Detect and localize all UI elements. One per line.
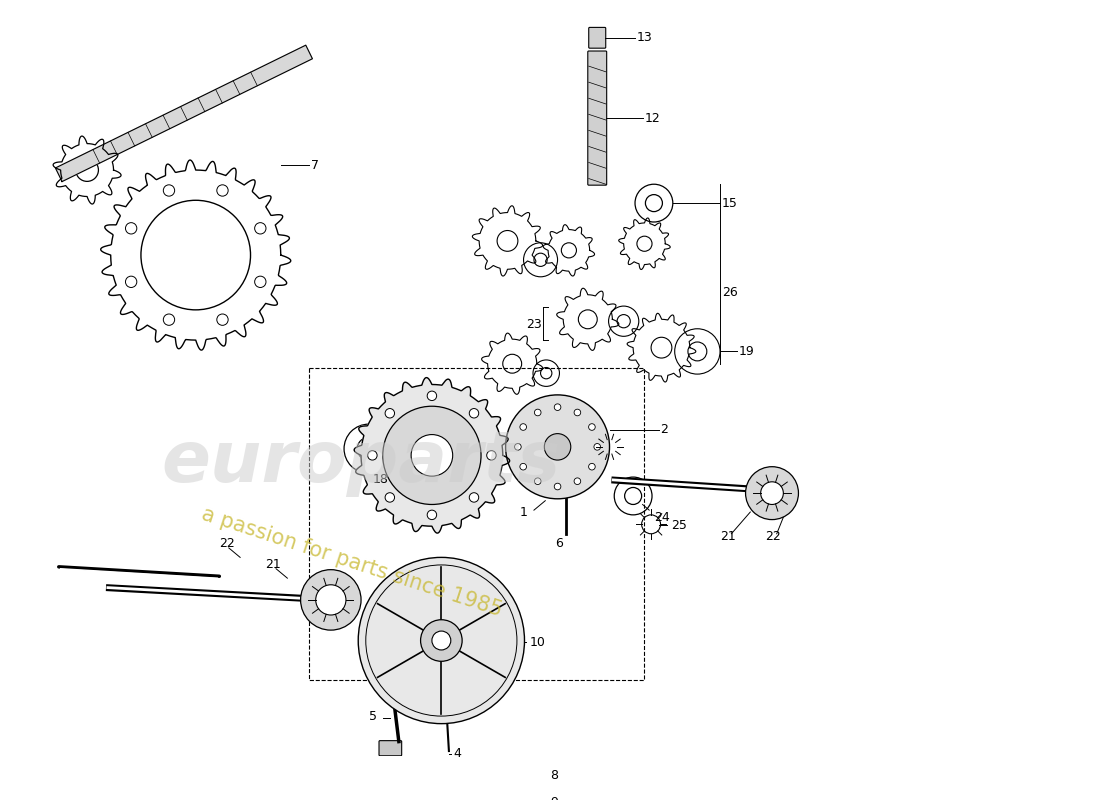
FancyBboxPatch shape [485, 767, 506, 784]
Polygon shape [354, 378, 509, 533]
Text: a passion for parts since 1985: a passion for parts since 1985 [199, 504, 505, 620]
Text: 22: 22 [219, 537, 235, 550]
Circle shape [420, 620, 462, 662]
Polygon shape [55, 45, 312, 182]
Text: 9: 9 [550, 795, 558, 800]
Circle shape [588, 463, 595, 470]
Circle shape [535, 478, 541, 485]
Text: 23: 23 [527, 318, 542, 330]
Text: 25: 25 [408, 664, 425, 678]
Text: 21: 21 [720, 530, 736, 543]
Circle shape [535, 409, 541, 416]
Circle shape [520, 463, 527, 470]
Circle shape [574, 409, 581, 416]
Circle shape [383, 406, 481, 505]
Circle shape [432, 631, 451, 650]
FancyBboxPatch shape [587, 51, 607, 185]
Circle shape [506, 395, 609, 499]
Text: 18: 18 [373, 474, 388, 486]
FancyBboxPatch shape [588, 27, 606, 48]
Text: 1: 1 [520, 506, 528, 519]
Text: 4: 4 [453, 747, 462, 760]
Circle shape [427, 510, 437, 519]
Text: 22: 22 [766, 530, 781, 543]
Circle shape [554, 404, 561, 410]
Circle shape [385, 493, 395, 502]
FancyBboxPatch shape [491, 786, 499, 800]
Circle shape [470, 493, 478, 502]
Circle shape [367, 450, 377, 460]
Text: 19: 19 [739, 345, 755, 358]
Text: 3: 3 [412, 483, 421, 496]
Text: europarts: europarts [162, 429, 561, 498]
Circle shape [594, 443, 601, 450]
Circle shape [385, 409, 395, 418]
Circle shape [486, 450, 496, 460]
Circle shape [574, 478, 581, 485]
Circle shape [470, 409, 478, 418]
Text: 26: 26 [722, 286, 738, 299]
Circle shape [554, 483, 561, 490]
Circle shape [427, 391, 437, 401]
Text: 24: 24 [653, 511, 670, 524]
FancyBboxPatch shape [379, 741, 401, 756]
Circle shape [761, 482, 783, 505]
Circle shape [746, 466, 799, 519]
Circle shape [588, 424, 595, 430]
Circle shape [359, 558, 525, 724]
Text: 21: 21 [265, 558, 280, 571]
Circle shape [515, 443, 521, 450]
Text: 2: 2 [660, 423, 669, 436]
Circle shape [316, 585, 345, 615]
Text: 15: 15 [722, 197, 738, 210]
Circle shape [300, 570, 361, 630]
Circle shape [520, 424, 527, 430]
Text: 25: 25 [671, 518, 686, 532]
Circle shape [411, 434, 453, 476]
Circle shape [544, 434, 571, 460]
Text: 10: 10 [529, 636, 546, 649]
Text: 12: 12 [645, 111, 660, 125]
Text: 6: 6 [554, 537, 562, 550]
Text: 7: 7 [311, 159, 319, 172]
Text: 5: 5 [368, 710, 376, 722]
Text: 13: 13 [637, 31, 652, 44]
Text: 8: 8 [550, 769, 558, 782]
